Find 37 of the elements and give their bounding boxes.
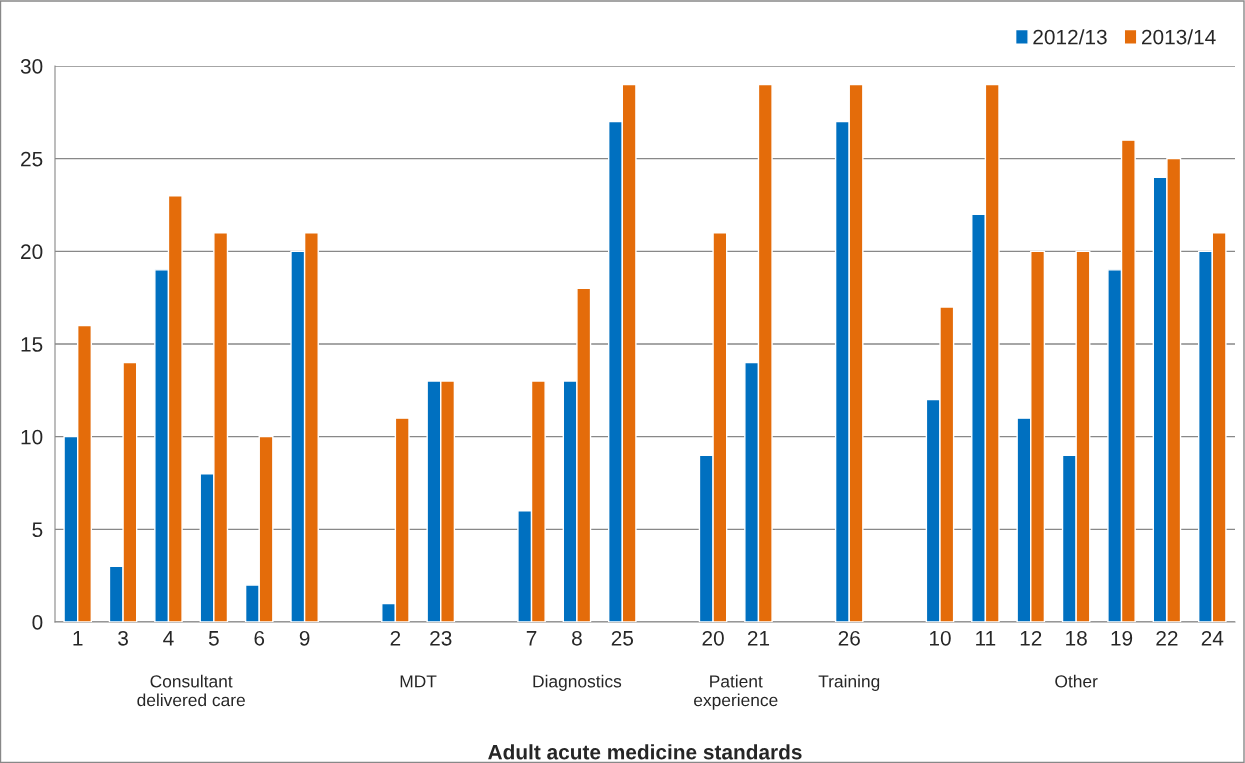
x-tick-label: 18 (1066, 630, 1087, 646)
text: Other (1055, 674, 1098, 688)
x-tick-label: 7 (526, 631, 537, 646)
y-tick-label: 25 (21, 151, 43, 167)
x-tick-label: 25 (611, 630, 634, 646)
y-tick-label: 20 (21, 244, 43, 260)
x-tick-label: 24 (1201, 630, 1224, 646)
text: Patient experience (694, 674, 778, 710)
text: Consultant delivered care (137, 674, 245, 707)
x-tick-label: 26 (838, 630, 860, 646)
x-tick-label: 5 (208, 631, 219, 646)
x-tick-label: 21 (747, 630, 770, 646)
x-axis-title: Adult acute medicine standards (488, 744, 802, 760)
x-tick-label: 4 (163, 631, 174, 646)
text: Training (818, 674, 880, 691)
y-tick-label: 5 (32, 522, 43, 538)
x-tick-label: 3 (118, 630, 128, 646)
legend-label: 2012/13 (1033, 29, 1107, 45)
x-tick-label: 23 (430, 630, 452, 646)
y-tick-label: 0 (32, 615, 43, 630)
x-tick-label: 19 (1111, 630, 1133, 646)
x-tick-label: 12 (1020, 630, 1042, 646)
y-tick-label: 15 (21, 337, 43, 352)
x-tick-label: 1 (73, 631, 83, 646)
text: Diagnostics (533, 674, 622, 691)
x-tick-label: 20 (702, 630, 724, 646)
text: MDT (400, 675, 437, 688)
x-tick-label: 6 (254, 630, 265, 646)
x-tick-label: 2 (390, 630, 401, 646)
x-tick-label: 11 (976, 631, 996, 646)
legend-label: 2013/14 (1142, 29, 1216, 45)
x-tick-label: 9 (299, 630, 310, 646)
x-tick-label: 22 (1156, 630, 1178, 646)
x-tick-label: 8 (572, 630, 582, 646)
x-tick-label: 10 (930, 630, 951, 646)
y-tick-label: 10 (21, 429, 43, 445)
y-tick-label: 30 (20, 59, 43, 74)
